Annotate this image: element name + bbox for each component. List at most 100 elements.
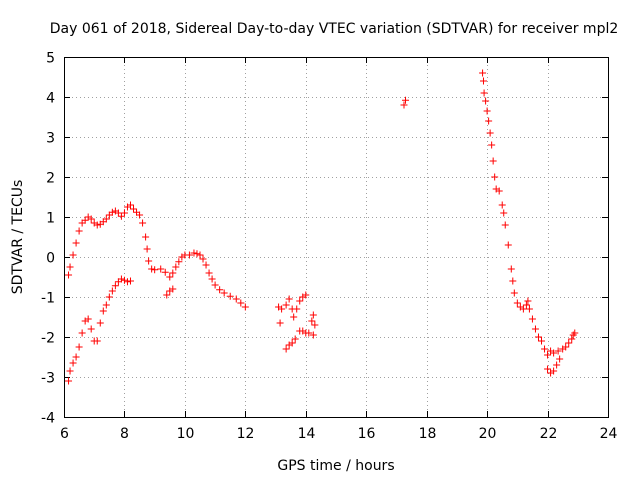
data-point [72,239,80,247]
data-point [498,201,506,209]
data-point [495,187,503,195]
data-point [108,208,116,216]
y-tick-label: 4 [46,91,55,107]
data-point [148,265,156,273]
data-point [510,289,518,297]
data-point [105,293,113,301]
data-point [157,265,165,273]
x-tick-label: 14 [298,426,316,442]
data-point [202,261,210,269]
y-tick-label: 2 [46,171,55,187]
data-point [72,353,80,361]
data-point [87,215,95,223]
data-point [145,257,153,265]
x-tick-label: 12 [237,426,255,442]
data-point [538,337,546,345]
data-point [196,251,204,259]
data-point [282,345,290,353]
x-tick-labels: 6 8 10 12 14 16 18 20 22 24 [60,426,617,442]
data-point [75,343,83,351]
data-point [75,227,83,235]
data-point [185,251,193,259]
data-point [120,209,128,217]
data-point [93,221,101,229]
data-point [489,157,497,165]
data-point [199,255,207,263]
data-point [479,69,487,77]
chart-title: Day 061 of 2018, Sidereal Day-to-day VTE… [50,21,619,37]
data-point [288,339,296,347]
data-point [531,325,539,333]
data-point [541,345,549,353]
data-point [550,367,558,375]
data-point [290,313,298,321]
data-point [126,277,134,285]
data-point [69,359,77,367]
x-tick-label: 6 [60,426,69,442]
data-point [126,201,134,209]
data-point [78,329,86,337]
data-point [534,333,542,341]
data-point [81,216,89,224]
data-point [102,215,110,223]
data-point [114,209,122,217]
data-point [276,319,284,327]
y-tick-label: 1 [46,211,55,227]
data-point [500,209,508,217]
data-point [108,287,116,295]
data-point [482,97,490,105]
data-point [120,276,128,284]
data-point [220,289,228,297]
data-points [65,69,579,385]
data-point [66,367,74,375]
data-point [136,211,144,219]
data-point [130,205,138,213]
data-point [565,339,573,347]
data-point [208,275,216,283]
data-point [123,278,131,286]
data-point [309,311,317,319]
x-tick-label: 20 [479,426,497,442]
x-tick-label: 22 [540,426,558,442]
data-point [84,315,92,323]
x-tick-label: 8 [120,426,129,442]
data-point [311,321,319,329]
data-point [241,303,249,311]
data-point [102,301,110,309]
data-point [151,266,159,274]
data-point [293,305,301,313]
data-point [302,291,310,299]
data-point [161,268,169,276]
data-point [166,273,174,281]
plot-area-frame [64,57,609,418]
data-point [486,129,494,137]
data-point [571,329,579,337]
data-point [117,275,125,283]
data-point [93,337,101,345]
y-tick-label: -4 [41,411,55,427]
data-point [66,263,74,271]
data-point [513,299,521,307]
data-point [237,299,245,307]
data-point [309,331,317,339]
data-point [278,305,286,313]
data-point [501,221,509,229]
data-point [296,297,304,305]
data-point [479,77,487,85]
data-point [142,233,150,241]
grid-lines [64,57,608,417]
data-point [65,271,73,279]
data-point [402,96,410,104]
data-point [483,107,491,115]
y-tick-label: 0 [46,251,55,267]
data-point [488,141,496,149]
data-point [525,305,533,313]
data-point [550,349,558,357]
x-tick-label: 18 [419,426,437,442]
data-point [211,281,219,289]
data-point [544,365,552,373]
data-point [491,173,499,181]
data-point [99,307,107,315]
x-tick-label: 16 [358,426,376,442]
